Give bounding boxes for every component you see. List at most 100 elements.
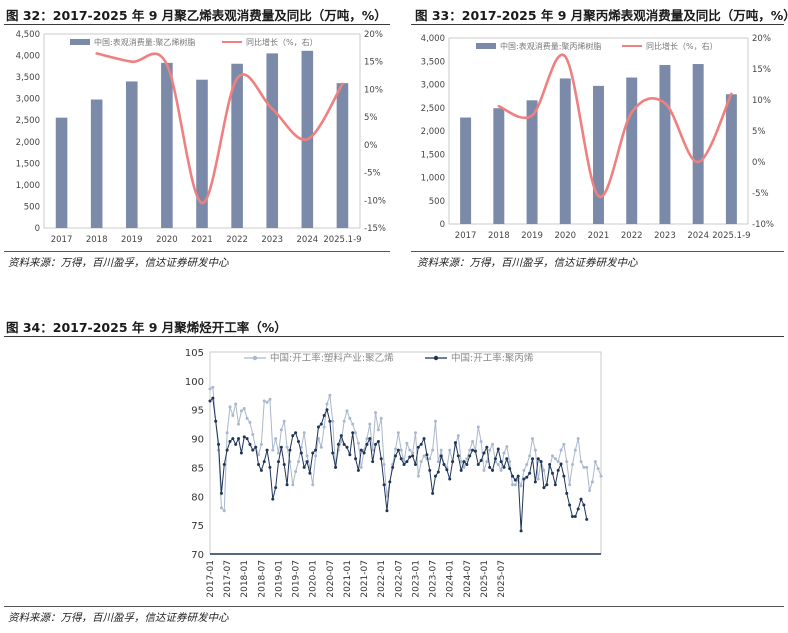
util-series-2-point [579, 497, 583, 501]
util-series-2-point [314, 448, 318, 452]
pe-bar [266, 53, 279, 229]
util-y-tick-label: 90 [191, 435, 204, 446]
pe-left-tick-label: 500 [24, 202, 40, 212]
util-y-tick-label: 100 [185, 377, 204, 388]
util-series-2-point [279, 445, 283, 449]
pp-right-tick-label: -5% [752, 189, 769, 199]
pe-x-tick-label: 2017 [51, 235, 73, 245]
pp-x-tick-label: 2020 [554, 231, 576, 241]
util-x-tick-label: 2020-01 [309, 560, 319, 598]
pp-left-tick-label: 1,000 [421, 174, 445, 184]
util-series-1-point [553, 457, 557, 461]
util-series-2-point [391, 465, 395, 469]
util-x-tick-label: 2025-01 [480, 560, 490, 598]
pp-x-tick-label: 2022 [621, 231, 643, 241]
util-series-1-point [431, 448, 435, 452]
util-y-tick-label: 105 [185, 348, 204, 359]
util-series-1-point [465, 457, 469, 461]
util-series-2-point [376, 439, 380, 443]
util-series-1-point [242, 407, 246, 411]
util-series-1-point [533, 448, 537, 452]
util-series-2-point [553, 483, 557, 487]
figure-33-title: 图 33：2017-2025 年 9 月聚丙烯表观消费量及同比（万吨，%） [415, 8, 788, 23]
pe-bar [336, 83, 349, 228]
util-series-1-point [225, 431, 229, 435]
util-series-2-point [282, 463, 286, 467]
util-series-1-point [582, 465, 586, 469]
util-series-2-point [288, 448, 292, 452]
util-series-1-point [245, 416, 249, 420]
util-x-tick-label: 2025-07 [497, 560, 507, 598]
pe-right-tick-label: 0% [364, 141, 378, 151]
util-series-2-point [462, 460, 466, 464]
figure-33-source: 资料来源：万得，百川盈孚，信达证券研发中心 [417, 257, 638, 269]
util-series-2-line [209, 397, 588, 531]
util-series-2-point [445, 468, 449, 472]
util-x-tick-label: 2022-07 [394, 560, 404, 598]
pp-bar [692, 64, 704, 224]
util-series-2-point [479, 459, 483, 463]
util-series-1-point [382, 463, 386, 467]
util-series-2-point [442, 463, 446, 467]
util-series-2-point [453, 441, 457, 445]
util-series-2-point [516, 474, 520, 478]
util-series-1-point [459, 460, 463, 464]
util-x-tick-label: 2021-01 [343, 560, 353, 598]
util-series-2-point [542, 486, 546, 490]
pp-bar [460, 117, 472, 224]
util-series-2-point [519, 529, 523, 533]
util-series-2-point [565, 491, 569, 495]
util-series-1-point [228, 405, 232, 409]
pp-legend-line-label: 同比增长（%，右） [646, 41, 718, 51]
util-series-2-point [459, 468, 463, 472]
pe-left-tick-label: 4,500 [16, 30, 40, 40]
util-series-2-point [305, 460, 309, 464]
util-series-1-point [531, 437, 535, 441]
util-series-2-point [585, 517, 589, 521]
util-x-tick-label: 2020-07 [326, 560, 336, 598]
util-series-1-point [294, 469, 298, 473]
util-series-2-point [257, 463, 261, 467]
pp-legend-bar-swatch [476, 43, 496, 49]
pp-right-tick-label: 20% [752, 34, 771, 44]
util-series-2-point [405, 460, 409, 464]
util-series-1-point [345, 409, 349, 413]
util-series-1-point [439, 448, 443, 452]
pe-x-tick-label: 2020 [156, 235, 178, 245]
util-series-1-point [576, 437, 580, 441]
pe-x-tick-label: 2019 [121, 235, 143, 245]
util-series-2-point [439, 454, 443, 458]
util-series-2-point [508, 467, 512, 471]
util-series-2-point [471, 448, 475, 452]
util-series-2-point [296, 439, 300, 443]
util-series-2-point [556, 468, 560, 472]
util-series-2-point [485, 445, 489, 449]
util-series-1-point [491, 442, 495, 446]
util-series-2-point [456, 454, 460, 458]
util-series-2-point [371, 460, 375, 464]
util-series-1-point [219, 506, 223, 510]
util-series-2-point [322, 413, 326, 417]
util-series-1-point [579, 460, 583, 464]
util-series-2-point [291, 434, 295, 438]
util-series-2-point [511, 474, 515, 478]
util-series-2-point [411, 454, 415, 458]
util-series-2-point [254, 445, 258, 449]
util-series-2-point [214, 419, 218, 423]
util-series-1-point [348, 416, 352, 420]
util-series-2-point [536, 457, 540, 461]
util-series-1-point [522, 468, 526, 472]
pe-left-tick-label: 3,000 [16, 95, 40, 105]
util-series-2-point [488, 465, 492, 469]
util-series-2-point [416, 445, 420, 449]
pe-x-tick-label: 2021 [191, 235, 213, 245]
util-x-tick-label: 2018-07 [257, 560, 267, 598]
util-series-2-point [328, 419, 332, 423]
util-series-1-point [536, 477, 540, 481]
util-series-2-point [274, 486, 278, 490]
util-series-1-point [588, 489, 592, 493]
pe-left-tick-label: 4,000 [16, 52, 40, 62]
util-series-1-point [508, 460, 512, 464]
util-series-2-point [385, 509, 389, 513]
